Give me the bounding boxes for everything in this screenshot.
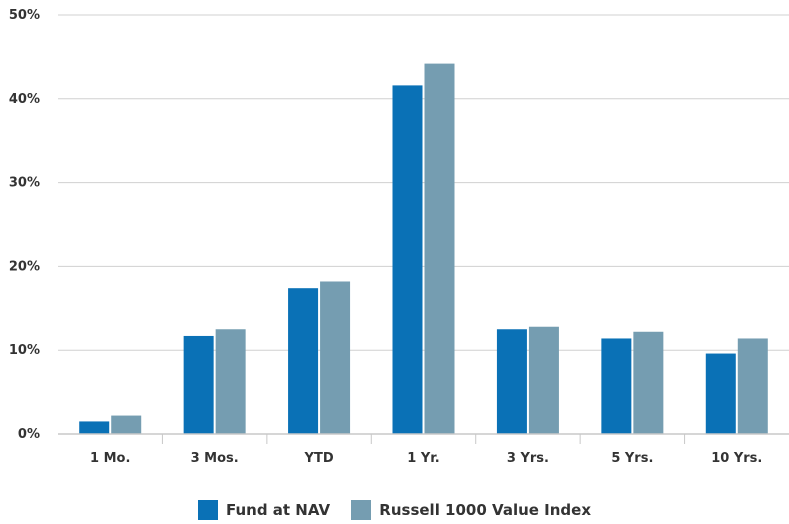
bar-index xyxy=(111,415,142,434)
bar-fund xyxy=(288,288,319,434)
bar-fund xyxy=(183,335,214,434)
bar-index xyxy=(528,326,559,434)
y-tick-label: 10% xyxy=(9,343,40,358)
legend-label-fund: Fund at NAV xyxy=(225,501,331,519)
x-tick-label: 10 Yrs. xyxy=(711,451,762,466)
y-tick-label: 20% xyxy=(9,259,40,274)
y-tick-label: 0% xyxy=(18,427,40,442)
legend: Fund at NAV Russell 1000 Value Index xyxy=(0,500,789,524)
x-tick-label: YTD xyxy=(304,451,334,466)
bar-index xyxy=(215,329,246,434)
y-axis-ticks: 0% 10% 20% 30% 40% 50% xyxy=(9,8,40,442)
bar-fund xyxy=(392,85,423,434)
x-tick-label: 3 Yrs. xyxy=(507,451,549,466)
bar-index xyxy=(320,281,351,434)
legend-swatch-index xyxy=(351,500,372,520)
bar-fund xyxy=(79,421,110,434)
bar-chart: 0% 10% 20% 30% 40% 50% 1 Mo. 3 Mos. YTD 1 Yr. 3 Y… xyxy=(9,8,789,466)
legend-swatch-fund xyxy=(197,500,218,520)
legend-label-index: Russell 1000 Value Index xyxy=(379,501,592,519)
grid-lines xyxy=(58,14,789,435)
bar-index xyxy=(633,331,664,434)
x-tick-label: 1 Mo. xyxy=(90,451,130,466)
legend-item-index[interactable]: Russell 1000 Value Index xyxy=(351,500,591,520)
bar-fund xyxy=(496,329,527,434)
x-tick-label: 3 Mos. xyxy=(191,451,239,466)
x-tick-label: 5 Yrs. xyxy=(611,451,653,466)
y-tick-label: 50% xyxy=(9,8,40,23)
y-tick-label: 30% xyxy=(9,176,40,191)
bar-index xyxy=(424,63,455,434)
bars xyxy=(79,63,768,434)
x-tick-label: 1 Yr. xyxy=(407,451,439,466)
bar-fund xyxy=(601,338,632,434)
bar-fund xyxy=(705,353,736,434)
bar-index xyxy=(737,338,768,434)
y-tick-label: 40% xyxy=(9,92,40,107)
legend-item-fund[interactable]: Fund at NAV xyxy=(197,500,331,520)
x-axis-ticks: 1 Mo. 3 Mos. YTD 1 Yr. 3 Yrs. 5 Yrs. 10 Yrs. xyxy=(58,433,789,466)
